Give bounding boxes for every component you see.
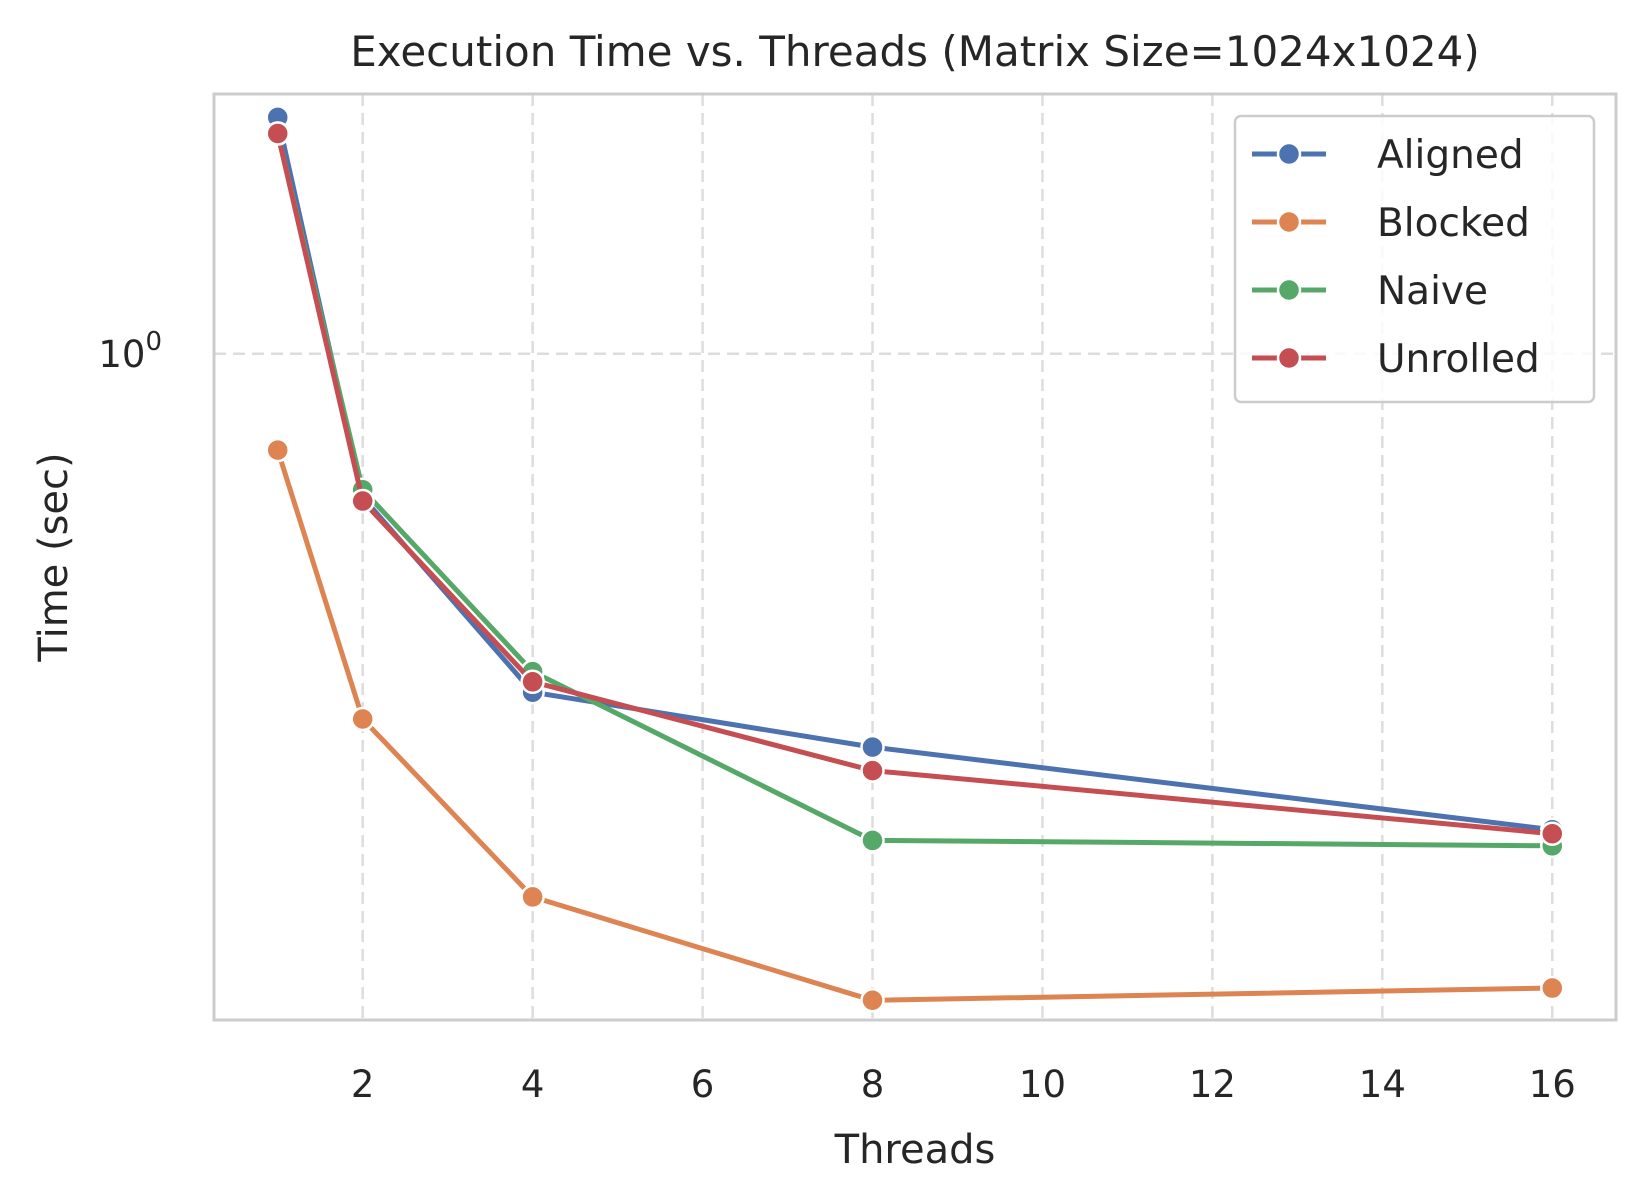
data-point-unrolled — [1540, 821, 1565, 846]
data-point-blocked — [520, 884, 545, 910]
legend-label: Naive — [1377, 269, 1488, 314]
legend: Aligned Blocked Naive Unrolled — [1233, 114, 1596, 404]
data-point-unrolled — [265, 121, 290, 146]
legend-item-blocked: Blocked — [1252, 201, 1530, 246]
x-tick-label: 12 — [1189, 1063, 1236, 1106]
data-point-blocked — [860, 988, 885, 1013]
data-point-unrolled — [350, 488, 375, 514]
data-point-naive — [860, 828, 885, 853]
data-point-unrolled — [520, 669, 545, 695]
x-tick-label: 14 — [1359, 1063, 1406, 1106]
x-tick-label: 4 — [521, 1063, 545, 1106]
legend-label: Aligned — [1377, 133, 1524, 178]
data-point-blocked — [350, 706, 375, 732]
plot-frame — [212, 92, 1618, 1022]
series-blocked — [265, 437, 1565, 1013]
legend-label: Blocked — [1377, 201, 1530, 246]
legend-box — [1233, 114, 1596, 404]
series-layer — [265, 105, 1565, 1013]
legend-item-unrolled: Unrolled — [1252, 337, 1540, 382]
legend-marker — [1276, 277, 1302, 303]
chart-title: Execution Time vs. Threads (Matrix Size=… — [350, 27, 1480, 76]
x-tick-labels: 2 4 6 8 10 12 14 16 — [351, 1063, 1576, 1106]
y-tick-labels: 100 — [98, 327, 162, 376]
x-axis-label: Threads — [834, 1127, 996, 1173]
series-unrolled — [265, 121, 1565, 846]
data-point-aligned — [860, 734, 885, 760]
x-tick-label: 10 — [1019, 1063, 1066, 1106]
legend-marker — [1276, 345, 1302, 371]
data-point-unrolled — [860, 758, 885, 783]
legend-marker — [1276, 209, 1302, 235]
legend-label: Unrolled — [1377, 337, 1540, 382]
y-tick-label-1: 100 — [98, 327, 162, 376]
legend-item-naive: Naive — [1252, 269, 1488, 314]
legend-item-aligned: Aligned — [1252, 133, 1524, 178]
data-point-blocked — [1540, 975, 1565, 1001]
legend-marker — [1276, 141, 1302, 167]
x-tick-label: 16 — [1529, 1063, 1576, 1106]
x-tick-label: 6 — [691, 1063, 715, 1106]
x-tick-label: 2 — [351, 1063, 375, 1106]
x-tick-label: 8 — [861, 1063, 885, 1106]
data-point-blocked — [265, 437, 290, 463]
y-axis-label: Time (sec) — [31, 452, 77, 662]
